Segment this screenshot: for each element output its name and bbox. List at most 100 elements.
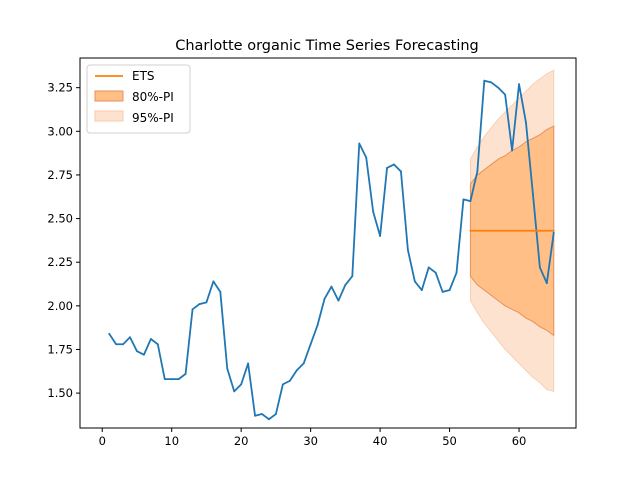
- actual-data-point: [163, 378, 166, 381]
- actual-data-point: [170, 378, 173, 381]
- ets-forecast-point: [538, 229, 541, 232]
- ets-forecast-point: [490, 229, 493, 232]
- actual-data-point: [497, 86, 500, 89]
- actual-data-point: [511, 149, 513, 152]
- y-tick-label: 1.50: [47, 386, 73, 400]
- legend-swatch-pi95: [94, 110, 124, 122]
- actual-data-point: [247, 362, 250, 365]
- actual-data-point: [379, 235, 381, 237]
- y-tick-label: 3.25: [47, 81, 73, 95]
- y-tick-label: 2.75: [47, 168, 73, 182]
- actual-data-point: [518, 83, 520, 86]
- actual-data-point: [434, 271, 437, 274]
- ets-forecast-point: [532, 229, 534, 232]
- ets-forecast-point: [518, 229, 520, 232]
- actual-data-point: [393, 163, 395, 166]
- actual-data-point: [288, 379, 291, 382]
- actual-data-point: [344, 283, 347, 286]
- actual-data-point: [316, 324, 319, 326]
- x-tick-label: 0: [99, 434, 106, 448]
- axis-layer: 0 10 20 30 40 50 60 1.50 1.75 2.00 2.25 2.50 2.75 3.0…: [47, 81, 526, 448]
- actual-data-point: [184, 373, 187, 375]
- ets-forecast-point: [525, 229, 527, 232]
- ets-forecast-point: [504, 229, 507, 232]
- actual-data-point: [108, 332, 111, 335]
- x-tick-label: 30: [303, 434, 318, 448]
- actual-data-point: [552, 231, 555, 234]
- legend-label-pi95: 95%-PI: [132, 111, 174, 125]
- actual-data-point: [462, 198, 465, 201]
- actual-data-point: [455, 271, 458, 274]
- actual-data-point: [400, 170, 402, 173]
- actual-data-point: [281, 383, 284, 386]
- actual-data-point: [295, 369, 298, 372]
- x-tick-label: 20: [234, 434, 249, 448]
- actual-data-point: [476, 170, 479, 173]
- actual-data-point: [427, 266, 430, 269]
- actual-data-point: [143, 353, 145, 356]
- x-tick-label: 10: [164, 434, 179, 448]
- actual-data-point: [149, 338, 152, 340]
- chart-title: Charlotte organic Time Series Forecastin…: [175, 38, 479, 54]
- actual-data-point: [129, 336, 131, 339]
- actual-data-point: [240, 383, 243, 386]
- actual-data-point: [254, 414, 256, 417]
- x-tick-label: 50: [442, 434, 457, 448]
- actual-data-point: [219, 290, 222, 293]
- actual-data-point: [365, 156, 368, 159]
- actual-data-point: [212, 280, 215, 283]
- actual-data-point: [337, 299, 340, 302]
- y-tick-label: 3.00: [47, 124, 73, 138]
- ets-forecast-point: [511, 229, 513, 232]
- legend: ETS 80%-PI 95%-PI: [86, 64, 191, 134]
- actual-data-point: [226, 367, 229, 370]
- series-line-layer: [108, 79, 555, 421]
- actual-data-point: [302, 362, 305, 365]
- actual-data-point: [177, 378, 180, 381]
- legend-swatch-pi80: [94, 90, 124, 102]
- actual-data-point: [198, 303, 201, 305]
- actual-data-point: [309, 343, 312, 346]
- actual-data-point: [136, 350, 138, 353]
- actual-data-point: [323, 297, 326, 300]
- x-tick-label: 40: [373, 434, 388, 448]
- actual-data-point: [372, 210, 375, 213]
- ets-forecast-point: [476, 229, 479, 232]
- actual-data-point: [275, 413, 277, 415]
- actual-data-point: [413, 280, 416, 283]
- actual-data-point: [261, 413, 263, 415]
- actual-data-point: [156, 343, 159, 346]
- actual-data-point: [532, 193, 534, 196]
- y-tick-label: 2.00: [47, 299, 73, 313]
- actual-data-point: [122, 343, 124, 346]
- y-tick-label: 2.50: [47, 212, 73, 226]
- ets-forecast-point: [552, 229, 555, 232]
- legend-label-pi80: 80%-PI: [132, 90, 174, 104]
- actual-data-point: [469, 200, 472, 203]
- actual-data-point: [525, 121, 527, 124]
- actual-data-point: [233, 390, 236, 393]
- ets-forecast-point: [469, 229, 472, 232]
- actual-data-point: [538, 266, 541, 269]
- ets-forecast-point: [497, 229, 500, 232]
- actual-data-point: [351, 275, 354, 278]
- actual-data-point: [268, 418, 270, 421]
- actual-data-point: [483, 79, 486, 82]
- actual-data-point: [504, 93, 507, 96]
- actual-data-point: [448, 289, 451, 292]
- actual-data-point: [330, 285, 333, 288]
- actual-data-point: [115, 343, 118, 346]
- plot-area-frame: [79, 57, 577, 429]
- legend-label-ets: ETS: [132, 69, 155, 83]
- actual-data-point: [191, 308, 194, 311]
- actual-data-point: [406, 249, 409, 251]
- actual-data-point: [441, 290, 444, 293]
- x-tick-label: 60: [512, 434, 527, 448]
- actual-data-point: [205, 301, 208, 304]
- y-tick-label: 2.25: [47, 255, 73, 269]
- actual-data-point: [545, 282, 548, 285]
- actual-data-point: [490, 81, 493, 84]
- ets-forecast-point: [545, 229, 548, 232]
- actual-data-point: [386, 167, 388, 169]
